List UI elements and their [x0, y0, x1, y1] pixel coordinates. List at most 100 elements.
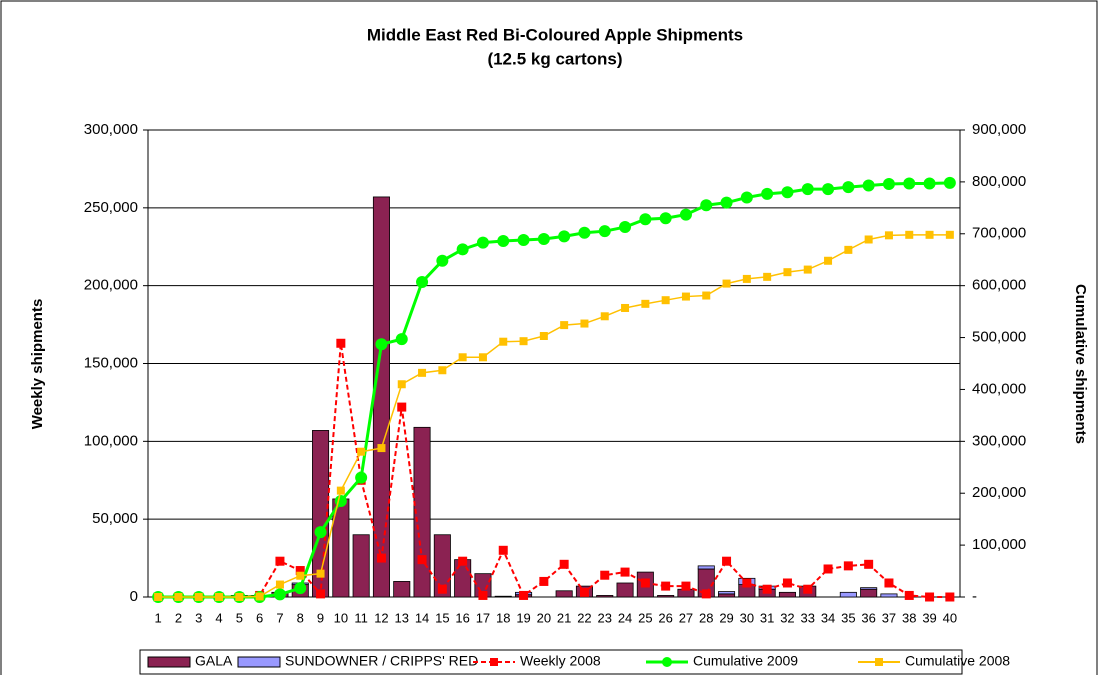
point — [641, 299, 650, 308]
series-line — [158, 343, 950, 598]
x-tick-label: 40 — [943, 610, 957, 625]
x-tick-label: 20 — [537, 610, 551, 625]
legend-swatch — [147, 656, 191, 668]
point — [395, 333, 408, 346]
point — [742, 578, 752, 588]
point — [316, 589, 326, 599]
point — [336, 486, 345, 495]
point — [539, 331, 548, 340]
point — [517, 234, 530, 247]
legend-label: Weekly 2008 — [520, 653, 601, 669]
x-tick-label: 2 — [175, 610, 182, 625]
point — [925, 592, 935, 602]
point — [377, 444, 386, 453]
point — [882, 177, 895, 190]
y-tick-label: 50,000 — [92, 510, 138, 527]
point — [884, 231, 893, 240]
bar — [860, 588, 878, 598]
point — [803, 265, 812, 274]
x-tick-label: 33 — [801, 610, 815, 625]
x-tick-label: 11 — [354, 610, 368, 625]
x-tick-label: 21 — [557, 610, 571, 625]
x-tick-label: 38 — [902, 610, 916, 625]
bar — [880, 593, 898, 598]
point — [578, 226, 591, 239]
point — [580, 319, 589, 328]
legend-label: Cumulative 2009 — [693, 653, 798, 669]
point — [803, 584, 813, 594]
x-tick-label: 17 — [476, 610, 490, 625]
x-tick-label: 9 — [317, 610, 324, 625]
point — [862, 179, 875, 192]
point — [497, 235, 510, 248]
point — [864, 235, 873, 244]
bar — [860, 587, 878, 590]
bar — [718, 593, 736, 598]
x-tick-label: 39 — [922, 610, 936, 625]
y2-tick-label: 800,000 — [972, 173, 1026, 190]
point — [762, 584, 772, 594]
point — [560, 321, 569, 330]
point — [925, 230, 934, 239]
point — [418, 368, 427, 377]
point — [864, 559, 874, 569]
point — [499, 337, 508, 346]
point — [437, 584, 447, 594]
point — [639, 213, 652, 226]
bar — [778, 591, 796, 598]
point — [498, 545, 508, 555]
point — [355, 471, 368, 484]
x-tick-label: 6 — [256, 610, 263, 625]
point — [314, 526, 327, 539]
x-tick-label: 32 — [780, 610, 794, 625]
point — [294, 582, 307, 595]
bar — [616, 582, 634, 598]
point — [458, 353, 467, 362]
bar — [352, 534, 370, 598]
legend-swatch — [490, 658, 498, 666]
x-tick-label: 29 — [719, 610, 733, 625]
legend-label: SUNDOWNER / CRIPPS' RED — [285, 653, 478, 669]
point — [904, 590, 914, 600]
x-tick-label: 7 — [276, 610, 283, 625]
point — [416, 276, 429, 289]
point — [316, 569, 325, 578]
point — [438, 366, 447, 375]
point — [255, 592, 264, 601]
point — [781, 186, 794, 199]
point — [336, 338, 346, 348]
point — [539, 576, 549, 586]
point — [844, 245, 853, 254]
point — [621, 303, 630, 312]
point — [742, 274, 751, 283]
y2-tick-label: 700,000 — [972, 225, 1026, 242]
point — [600, 312, 609, 321]
x-tick-label: 36 — [861, 610, 875, 625]
y-tick-label: 100,000 — [84, 432, 138, 449]
point — [661, 581, 671, 591]
point — [763, 272, 772, 281]
point — [417, 555, 427, 565]
point — [783, 268, 792, 277]
point — [519, 337, 528, 346]
y-tick-label: 300,000 — [84, 121, 138, 138]
bar — [555, 590, 573, 598]
x-tick-label: 8 — [297, 610, 304, 625]
point — [681, 292, 690, 301]
point — [720, 196, 733, 209]
point — [681, 581, 691, 591]
legend-swatch — [237, 656, 281, 668]
y2-tick-label: - — [972, 588, 977, 605]
bar — [494, 595, 512, 598]
point — [619, 221, 632, 234]
y2-axis-title: Cumulative shipments — [1072, 284, 1089, 444]
x-tick-label: 12 — [374, 610, 388, 625]
bar — [657, 595, 675, 598]
point — [822, 183, 835, 196]
point — [884, 578, 894, 588]
point — [397, 402, 407, 412]
point — [761, 187, 774, 200]
series-line — [158, 234, 950, 598]
point — [357, 447, 366, 456]
